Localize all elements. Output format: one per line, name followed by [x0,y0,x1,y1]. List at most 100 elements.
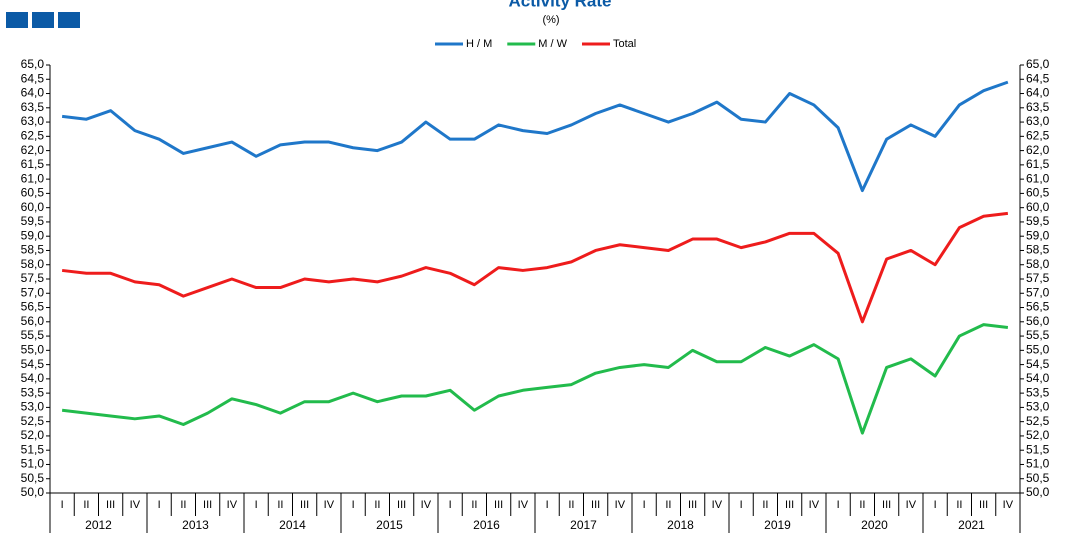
y-tick-label: 62,5 [21,129,45,143]
y2-tick-label: 54,0 [1026,371,1050,385]
x-tick-label: I [449,499,452,511]
x-tick-label: II [471,499,477,511]
y2-tick-label: 56,5 [1026,300,1050,314]
y-tick-label: 59,5 [21,214,45,228]
x-tick-label: IV [809,499,820,511]
x-tick-label: I [546,499,549,511]
year-label: 2018 [667,518,694,532]
x-tick-label: II [762,499,768,511]
y2-tick-label: 62,5 [1026,129,1050,143]
x-tick-label: III [785,499,794,511]
legend-label: Total [613,38,636,50]
x-tick-label: I [643,499,646,511]
y2-tick-label: 55,5 [1026,328,1050,342]
logo-block [6,12,28,28]
y-tick-label: 50,5 [21,471,45,485]
y2-tick-label: 51,0 [1026,457,1050,471]
x-tick-label: II [568,499,574,511]
y-tick-label: 55,5 [21,328,45,342]
y-tick-label: 61,5 [21,157,45,171]
x-tick-label: II [665,499,671,511]
y2-tick-label: 54,5 [1026,357,1050,371]
x-tick-label: I [934,499,937,511]
x-tick-label: IV [518,499,529,511]
x-tick-label: III [591,499,600,511]
x-tick-label: I [352,499,355,511]
x-tick-label: III [397,499,406,511]
y2-tick-label: 52,0 [1026,428,1050,442]
year-label: 2017 [570,518,597,532]
y2-tick-label: 58,5 [1026,243,1050,257]
x-tick-label: II [83,499,89,511]
chart-subtitle: (%) [542,14,559,26]
y2-tick-label: 63,5 [1026,100,1050,114]
y2-tick-label: 58,0 [1026,257,1050,271]
y-tick-label: 60,5 [21,186,45,200]
x-tick-label: III [494,499,503,511]
x-tick-label: II [956,499,962,511]
y-tick-label: 52,5 [21,414,45,428]
y-tick-label: 58,5 [21,243,45,257]
x-tick-label: IV [421,499,432,511]
y2-tick-label: 53,5 [1026,385,1050,399]
y2-tick-label: 60,0 [1026,200,1050,214]
y2-tick-label: 60,5 [1026,186,1050,200]
y-tick-label: 57,0 [21,285,45,299]
x-tick-label: I [255,499,258,511]
y-tick-label: 51,5 [21,442,45,456]
x-tick-label: IV [324,499,335,511]
y-tick-label: 51,0 [21,457,45,471]
y2-tick-label: 64,0 [1026,86,1050,100]
y2-tick-label: 61,5 [1026,157,1050,171]
y-tick-label: 52,0 [21,428,45,442]
y2-tick-label: 59,5 [1026,214,1050,228]
y2-tick-label: 61,0 [1026,171,1050,185]
x-tick-label: III [106,499,115,511]
y-tick-label: 57,5 [21,271,45,285]
x-tick-label: IV [130,499,141,511]
x-tick-label: I [61,499,64,511]
x-tick-label: II [180,499,186,511]
y2-tick-label: 50,5 [1026,471,1050,485]
x-tick-label: III [882,499,891,511]
y2-tick-label: 62,0 [1026,143,1050,157]
y-tick-label: 53,5 [21,385,45,399]
x-tick-label: III [203,499,212,511]
y-tick-label: 56,0 [21,314,45,328]
y-tick-label: 56,5 [21,300,45,314]
y2-tick-label: 52,5 [1026,414,1050,428]
y2-tick-label: 55,0 [1026,343,1050,357]
x-tick-label: I [158,499,161,511]
y-tick-label: 63,5 [21,100,45,114]
y-tick-label: 54,5 [21,357,45,371]
x-tick-label: II [374,499,380,511]
y-tick-label: 54,0 [21,371,45,385]
y2-tick-label: 56,0 [1026,314,1050,328]
y-tick-label: 55,0 [21,343,45,357]
x-tick-label: I [740,499,743,511]
year-label: 2021 [958,518,985,532]
y2-tick-label: 51,5 [1026,442,1050,456]
x-tick-label: III [300,499,309,511]
y-tick-label: 64,5 [21,71,45,85]
x-tick-label: IV [1003,499,1014,511]
y-tick-label: 64,0 [21,86,45,100]
x-tick-label: IV [712,499,723,511]
y-tick-label: 62,0 [21,143,45,157]
x-tick-label: IV [615,499,626,511]
x-tick-label: II [277,499,283,511]
y2-tick-label: 57,0 [1026,285,1050,299]
logo-block [32,12,54,28]
x-tick-label: III [979,499,988,511]
y2-tick-label: 63,0 [1026,114,1050,128]
x-tick-label: IV [227,499,238,511]
year-label: 2019 [764,518,791,532]
y2-tick-label: 64,5 [1026,71,1050,85]
series-line [61,323,1009,435]
y2-tick-label: 59,0 [1026,228,1050,242]
y2-tick-label: 65,0 [1026,57,1050,71]
legend-label: M / W [538,38,567,50]
series-line [61,80,1009,193]
y-tick-label: 58,0 [21,257,45,271]
